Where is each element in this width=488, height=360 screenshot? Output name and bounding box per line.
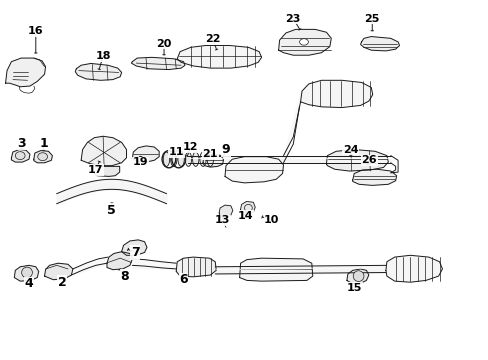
Text: 14: 14 <box>237 211 253 221</box>
Text: 20: 20 <box>156 39 171 49</box>
Text: 6: 6 <box>179 273 187 286</box>
Polygon shape <box>107 252 132 270</box>
Ellipse shape <box>192 152 199 166</box>
Polygon shape <box>34 150 52 163</box>
Text: 24: 24 <box>342 144 358 154</box>
Text: 12: 12 <box>183 142 198 152</box>
Ellipse shape <box>352 271 363 282</box>
Polygon shape <box>5 58 45 87</box>
Text: 15: 15 <box>346 283 362 293</box>
Text: 19: 19 <box>133 157 148 167</box>
Text: 4: 4 <box>24 278 33 291</box>
Polygon shape <box>346 269 368 284</box>
Polygon shape <box>278 30 330 55</box>
Polygon shape <box>326 149 387 171</box>
Polygon shape <box>131 57 184 69</box>
Ellipse shape <box>207 152 213 166</box>
Polygon shape <box>176 257 216 277</box>
Polygon shape <box>239 258 312 281</box>
Ellipse shape <box>178 152 184 166</box>
Text: 9: 9 <box>221 143 230 156</box>
Polygon shape <box>177 45 261 68</box>
Polygon shape <box>92 166 120 176</box>
Polygon shape <box>132 146 159 162</box>
Text: 8: 8 <box>121 270 129 283</box>
Text: 5: 5 <box>107 204 116 217</box>
Text: 18: 18 <box>95 51 111 61</box>
Ellipse shape <box>170 152 177 166</box>
Polygon shape <box>352 169 396 185</box>
Polygon shape <box>224 157 283 183</box>
Ellipse shape <box>185 152 191 166</box>
Polygon shape <box>219 205 232 217</box>
Polygon shape <box>203 154 223 167</box>
Polygon shape <box>240 202 255 215</box>
Polygon shape <box>360 37 399 51</box>
Polygon shape <box>81 136 126 166</box>
Text: 13: 13 <box>214 215 230 225</box>
Polygon shape <box>300 80 372 108</box>
Text: 16: 16 <box>28 26 43 36</box>
Text: 26: 26 <box>361 155 376 165</box>
Text: 11: 11 <box>168 147 183 157</box>
Text: 21: 21 <box>202 149 218 159</box>
Text: 3: 3 <box>17 136 26 149</box>
Polygon shape <box>11 149 30 162</box>
Text: 2: 2 <box>58 276 66 289</box>
Polygon shape <box>385 255 442 282</box>
Polygon shape <box>44 263 73 280</box>
Text: 1: 1 <box>39 136 48 149</box>
Polygon shape <box>122 240 147 255</box>
Ellipse shape <box>200 152 206 166</box>
Polygon shape <box>14 265 39 281</box>
Text: 17: 17 <box>88 165 103 175</box>
Text: 22: 22 <box>204 34 220 44</box>
Ellipse shape <box>163 152 169 166</box>
Polygon shape <box>75 63 122 80</box>
Text: 23: 23 <box>285 14 300 24</box>
Ellipse shape <box>15 152 25 159</box>
Text: 7: 7 <box>131 246 140 259</box>
Ellipse shape <box>38 153 47 161</box>
Text: 10: 10 <box>264 215 279 225</box>
Text: 25: 25 <box>364 14 379 24</box>
Ellipse shape <box>21 267 32 278</box>
Ellipse shape <box>299 39 308 45</box>
